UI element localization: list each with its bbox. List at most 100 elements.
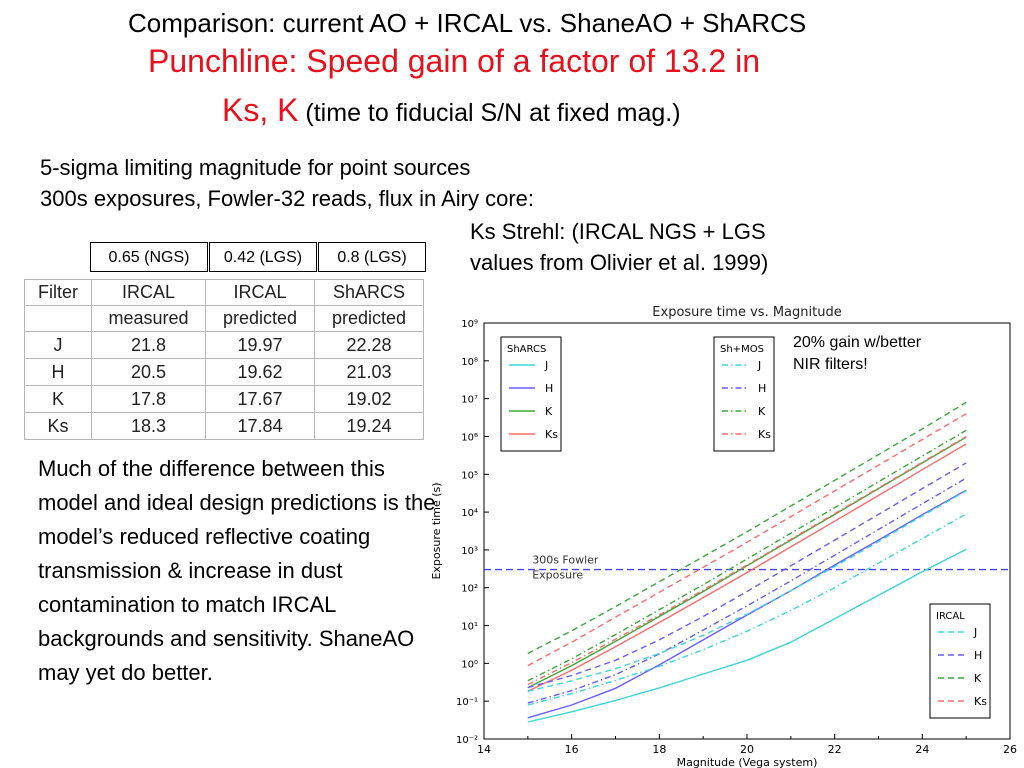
legend-title: IRCAL — [936, 611, 965, 622]
x-tick-label: 18 — [652, 743, 666, 756]
gain-note-line1: 20% gain w/better — [793, 334, 922, 351]
strehl-box-lgs-sharcs: 0.8 (LGS) — [318, 242, 426, 272]
table-cell: 21.03 — [314, 358, 424, 386]
limiting-magnitude-table: Filter IRCAL IRCAL ShARCS measured predi… — [24, 279, 424, 440]
table-header-cell: measured — [91, 305, 206, 332]
x-tick-label: 22 — [828, 743, 842, 756]
legend-entry: H — [974, 649, 982, 662]
table-header-cell: ShARCS — [314, 279, 424, 306]
table-cell: 18.3 — [91, 412, 206, 440]
subtitle-line1: 5-sigma limiting magnitude for point sou… — [40, 155, 471, 180]
table-row: J 21.8 19.97 22.28 — [24, 331, 424, 359]
legend-entry: Ks — [758, 428, 771, 441]
y-tick-label: 10⁴ — [461, 508, 478, 519]
strehl-box-lgs-ircal: 0.42 (LGS) — [209, 242, 317, 272]
y-axis-label: Exposure time (s) — [430, 482, 443, 579]
slide-title: Comparison: current AO + IRCAL vs. Shane… — [128, 8, 807, 38]
table-row: Ks 18.3 17.84 19.24 — [24, 412, 424, 440]
table-cell: 19.24 — [314, 412, 424, 440]
legend-box — [929, 603, 991, 719]
punchline-bands: Ks, K — [222, 92, 299, 128]
series-line-sharcs-h — [527, 489, 967, 719]
table-cell: 19.02 — [314, 385, 424, 413]
legend-entry: H — [758, 382, 766, 395]
punchline-line2: Ks, K (time to fiducial S/N at fixed mag… — [222, 92, 681, 129]
legend-entry: Ks — [545, 428, 558, 441]
y-tick-label: 10¹ — [461, 622, 478, 633]
table-cell: 17.8 — [91, 385, 206, 413]
y-tick-label: 10⁷ — [461, 395, 478, 406]
series-line-ircal-h — [527, 462, 967, 689]
table-header-row: Filter IRCAL IRCAL ShARCS — [24, 279, 424, 306]
table-cell: 17.84 — [205, 412, 315, 440]
y-tick-label: 10⁻² — [456, 735, 478, 746]
y-tick-label: 10⁻¹ — [456, 697, 478, 708]
series-line-shmos-h — [527, 477, 967, 704]
table-cell: 20.5 — [91, 358, 206, 386]
legend-entry: J — [973, 626, 977, 639]
table-cell: 22.28 — [314, 331, 424, 359]
gain-note-line2: NIR filters! — [793, 356, 868, 373]
legend-box — [500, 336, 562, 452]
x-tick-label: 26 — [1003, 743, 1017, 756]
table-cell: K — [24, 385, 92, 413]
table-row: K 17.8 17.67 19.02 — [24, 385, 424, 413]
y-tick-label: 10² — [461, 584, 478, 595]
legend-entry: K — [974, 672, 982, 685]
chart-title: Exposure time vs. Magnitude — [652, 305, 841, 320]
y-tick-label: 10⁸ — [461, 357, 478, 368]
series-line-ircal-ks — [527, 413, 967, 667]
table-header-cell: Filter — [24, 279, 92, 306]
strehl-box-ngs: 0.65 (NGS) — [90, 242, 208, 272]
table-header-row: measured predicted predicted — [24, 305, 424, 332]
table-cell: 19.62 — [205, 358, 315, 386]
y-tick-label: 10⁶ — [461, 432, 478, 443]
strehl-note: Ks Strehl: (IRCAL NGS + LGS values from … — [470, 219, 769, 275]
punchline-note: (time to fiducial S/N at fixed mag.) — [298, 99, 681, 127]
x-axis-label: Magnitude (Vega system) — [677, 756, 818, 768]
y-tick-label: 10³ — [461, 546, 478, 557]
fowler-label-line2: Exposure — [532, 569, 583, 582]
x-tick-label: 24 — [915, 743, 929, 756]
legend-entry: K — [545, 405, 553, 418]
table-header-cell: IRCAL — [205, 279, 315, 306]
legend-entry: J — [544, 359, 548, 372]
fowler-label-line1: 300s Fowler — [532, 554, 599, 567]
legend-entry: J — [757, 359, 761, 372]
legend-entry: Ks — [974, 695, 987, 708]
y-tick-label: 10⁵ — [461, 470, 478, 481]
series-line-ircal-j — [527, 490, 967, 692]
legend-entry: H — [545, 382, 553, 395]
table-header-cell: IRCAL — [91, 279, 206, 306]
series-line-ircal-k — [527, 401, 967, 655]
table-cell: H — [24, 358, 92, 386]
table-row: H 20.5 19.62 21.03 — [24, 358, 424, 386]
table-cell: 21.8 — [91, 331, 206, 359]
punchline-line1: Punchline: Speed gain of a factor of 13.… — [148, 43, 760, 79]
legend-entry: K — [758, 405, 766, 418]
table-header-cell — [24, 305, 92, 332]
table-cell: 17.67 — [205, 385, 315, 413]
x-tick-label: 20 — [740, 743, 754, 756]
series-line-shmos-ks — [527, 435, 967, 686]
explanation-paragraph: Much of the difference between this mode… — [38, 456, 436, 685]
table-header-cell: predicted — [205, 305, 315, 332]
series-line-sharcs-ks — [527, 443, 967, 692]
x-tick-label: 16 — [565, 743, 579, 756]
legend-title: Sh+MOS — [720, 344, 764, 355]
series-line-shmos-k — [527, 429, 967, 682]
y-tick-label: 10⁰ — [461, 659, 478, 670]
y-tick-label: 10⁹ — [461, 319, 478, 330]
table-header-cell: predicted — [314, 305, 424, 332]
gain-note: 20% gain w/better NIR filters! — [793, 332, 921, 376]
exposure-time-chart: Exposure time vs. Magnitude 14 16 18 20 22 24 2… — [430, 305, 1017, 768]
legend-box — [713, 336, 775, 452]
x-tick-label: 14 — [477, 743, 491, 756]
table-cell: J — [24, 331, 92, 359]
series-line-sharcs-j — [527, 548, 967, 723]
series-line-shmos-j — [527, 513, 967, 706]
table-cell: Ks — [24, 412, 92, 440]
legend-title: ShARCS — [507, 344, 546, 355]
subtitle-line2: 300s exposures, Fowler-32 reads, flux in… — [40, 186, 535, 211]
table-cell: 19.97 — [205, 331, 315, 359]
